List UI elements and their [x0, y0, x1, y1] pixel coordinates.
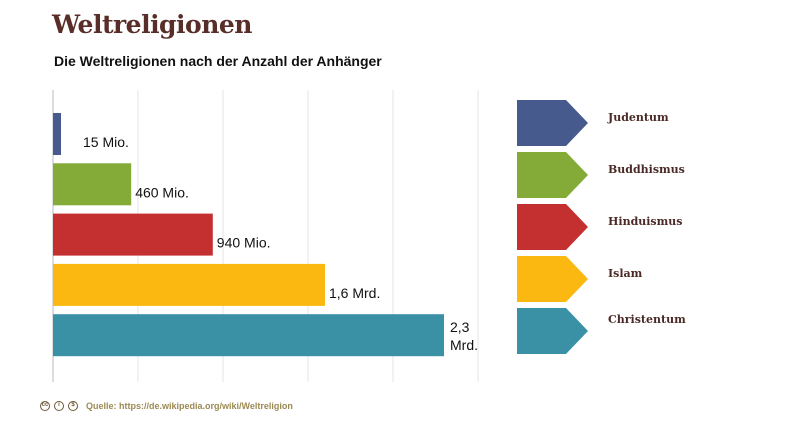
bar-islam [53, 263, 325, 306]
legend-arrow-islam [517, 256, 588, 302]
legend-arrow-christentum [517, 308, 588, 354]
legend-label: Buddhismus [608, 163, 685, 176]
bar-judentum [53, 113, 61, 155]
source-link[interactable]: Quelle: https://de.wikipedia.org/wiki/We… [86, 401, 293, 411]
bar-buddhismus [53, 163, 132, 206]
data-label: 460 Mio. [135, 184, 189, 200]
chart-title: Die Weltreligionen nach der Anzahl der A… [54, 53, 382, 69]
data-label: Mrd. [450, 337, 478, 353]
legend-arrow-buddhismus [517, 152, 588, 198]
legend-label: Hinduismus [608, 215, 682, 228]
legend-arrow-hinduismus [517, 204, 588, 250]
source-footer: cc i $ Quelle: https://de.wikipedia.org/… [40, 401, 293, 411]
by-icon: i [54, 401, 64, 411]
bar-christentum [53, 314, 444, 357]
cc-icon: cc [40, 401, 50, 411]
data-label: 1,6 Mrd. [329, 285, 380, 301]
legend-label: Judentum [607, 111, 669, 124]
bar-hinduismus [53, 213, 213, 256]
legend-label: Christentum [608, 313, 686, 326]
legend-label: Islam [608, 267, 643, 280]
data-label: 15 Mio. [83, 134, 129, 150]
legend-arrow-judentum [517, 100, 588, 146]
data-label: 940 Mio. [217, 235, 271, 251]
page-title: Weltreligionen [52, 10, 252, 39]
data-label: 2,3 [450, 319, 470, 335]
nc-icon: $ [68, 401, 78, 411]
